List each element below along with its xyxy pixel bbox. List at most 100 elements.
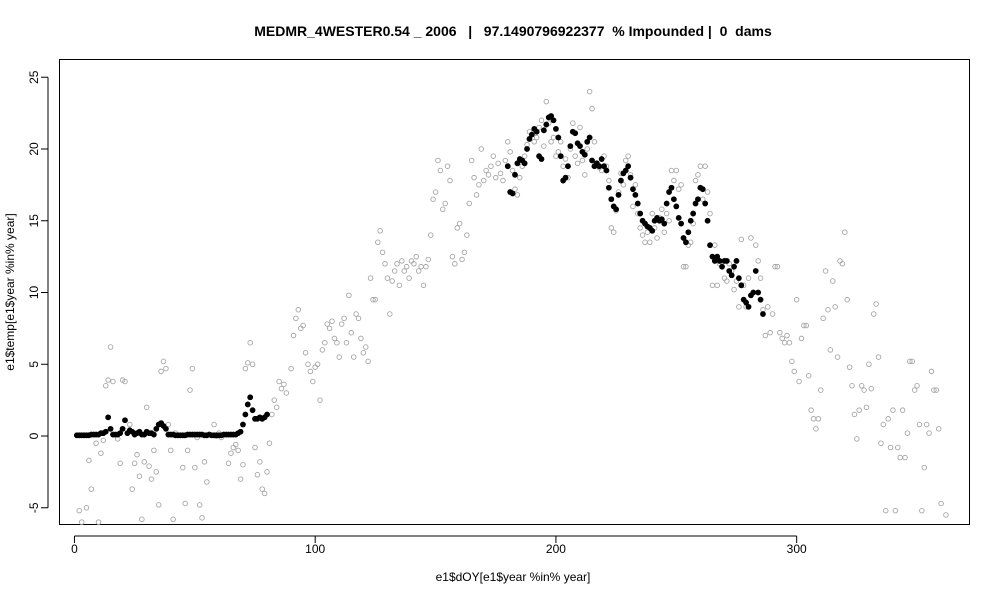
- data-point-open: [647, 239, 653, 246]
- data-point-open: [348, 329, 355, 336]
- data-point-open: [360, 350, 367, 356]
- data-point-open: [478, 146, 485, 152]
- data-point-open: [326, 325, 333, 332]
- data-point-filled: [731, 263, 737, 270]
- data-point-filled: [745, 303, 752, 310]
- data-point-open: [139, 516, 145, 523]
- data-point-open: [95, 519, 102, 525]
- data-point-open: [444, 163, 451, 169]
- data-point-open: [394, 261, 400, 267]
- data-point-open: [235, 447, 241, 454]
- data-point-filled: [716, 258, 723, 264]
- data-point-open: [264, 469, 270, 475]
- data-point-open: [774, 263, 781, 270]
- data-point-open: [582, 172, 588, 178]
- data-point-open: [288, 365, 294, 372]
- data-point-open: [661, 229, 668, 235]
- data-point-filled: [163, 425, 169, 432]
- data-point-filled: [242, 411, 249, 418]
- data-point-open: [136, 473, 143, 479]
- chart-title: MEDMR_4WESTER0.54 _ 2006 | 97.1490796922…: [254, 23, 772, 39]
- data-point-open: [249, 361, 256, 368]
- data-point-open: [675, 186, 682, 192]
- data-point-open: [196, 502, 203, 508]
- data-point-filled: [666, 189, 672, 195]
- data-point-filled: [728, 272, 735, 279]
- data-point-open: [659, 206, 665, 213]
- data-point-open: [827, 347, 834, 353]
- data-point-filled: [572, 130, 579, 137]
- data-point-open: [533, 134, 540, 141]
- data-point-open: [805, 372, 812, 379]
- data-point-open: [745, 275, 752, 281]
- data-point-filled: [695, 196, 701, 203]
- data-point-open: [866, 361, 872, 368]
- data-point-open: [882, 507, 889, 514]
- data-point-open: [245, 360, 251, 366]
- data-point-open: [259, 486, 265, 492]
- data-point-filled: [150, 431, 157, 438]
- data-point-open: [589, 106, 595, 112]
- data-point-filled: [750, 289, 757, 296]
- data-point-open: [153, 469, 160, 475]
- data-point-open: [714, 282, 720, 289]
- data-point-open: [346, 292, 352, 299]
- data-point-open: [574, 160, 581, 167]
- data-point-open: [456, 220, 463, 227]
- data-point-open: [454, 225, 460, 231]
- data-point-filled: [661, 220, 668, 227]
- data-point-open: [878, 440, 884, 446]
- data-point-filled: [509, 190, 516, 197]
- data-point-open: [278, 385, 285, 392]
- data-point-filled: [755, 289, 762, 296]
- data-point-open: [204, 479, 210, 485]
- data-point-open: [257, 459, 263, 465]
- data-point-open: [608, 225, 615, 231]
- data-point-open: [141, 459, 148, 465]
- data-point-open: [105, 377, 111, 383]
- data-point-filled: [240, 421, 246, 428]
- data-point-open: [485, 172, 492, 178]
- data-point-open: [117, 460, 123, 467]
- data-point-open: [307, 368, 314, 375]
- data-point-open: [673, 167, 680, 174]
- data-point-open: [468, 157, 475, 164]
- plot-frame: [59, 59, 970, 525]
- data-point-open: [844, 296, 850, 303]
- data-point-filled: [605, 184, 612, 191]
- data-point-open: [911, 387, 918, 393]
- data-point-filled: [663, 200, 670, 207]
- data-point-open: [411, 261, 417, 267]
- data-point-open: [295, 306, 302, 313]
- data-point-open: [622, 157, 629, 164]
- data-point-filled: [743, 299, 750, 306]
- y-tick-label: 0: [27, 432, 41, 439]
- data-point-open: [406, 275, 412, 281]
- data-point-filled: [608, 196, 615, 203]
- data-point-open: [447, 177, 453, 184]
- data-point-open: [490, 153, 497, 159]
- data-point-open: [146, 463, 152, 469]
- data-point-open: [449, 253, 456, 260]
- data-point-filled: [625, 163, 632, 170]
- y-tick-label: 10: [27, 286, 41, 300]
- y-tick-label: 15: [27, 214, 41, 228]
- data-point-open: [654, 235, 660, 241]
- data-point-open: [184, 447, 191, 454]
- data-point-open: [890, 407, 896, 413]
- data-point-open: [933, 387, 940, 393]
- data-point-open: [343, 339, 350, 346]
- data-point-open: [300, 322, 306, 329]
- data-point-filled: [719, 263, 725, 270]
- data-point-open: [586, 88, 593, 95]
- data-point-filled: [586, 134, 593, 141]
- data-point-open: [752, 242, 759, 248]
- data-point-open: [88, 486, 95, 492]
- data-point-filled: [668, 184, 675, 191]
- data-point-open: [738, 236, 745, 243]
- data-point-open: [310, 378, 316, 385]
- black-series: [73, 113, 766, 439]
- data-point-filled: [613, 206, 620, 213]
- data-point-open: [731, 286, 737, 293]
